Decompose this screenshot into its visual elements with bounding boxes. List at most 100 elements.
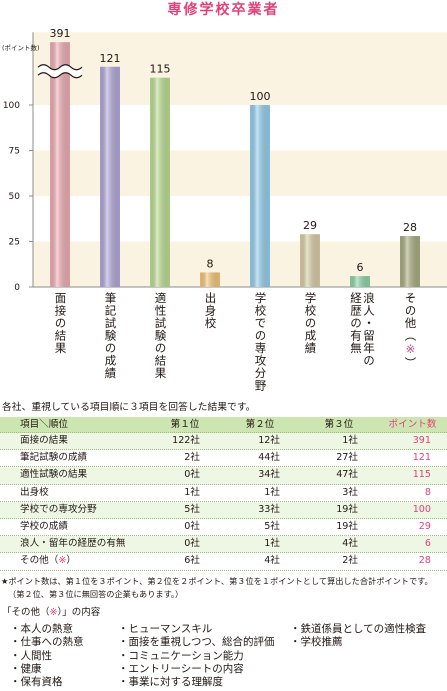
row-first: 1社 xyxy=(184,486,200,498)
reference-mark: ※ xyxy=(403,342,418,357)
row-third: 27社 xyxy=(336,452,358,464)
value-label: 29 xyxy=(303,219,317,232)
list-item: ・人間性 xyxy=(10,649,52,662)
row-item: 学校の成績 xyxy=(20,520,68,532)
category-label: 学校での専攻分野 xyxy=(253,292,268,392)
row-second: 1社 xyxy=(264,486,280,498)
row-item: 適性試験の結果 xyxy=(20,469,88,481)
row-first: 122社 xyxy=(172,435,200,446)
list-item: ・面接を重視しつつ、総合的評価 xyxy=(118,636,275,649)
row-second: 34社 xyxy=(258,469,280,481)
value-label: 8 xyxy=(207,257,214,270)
other-list-column: ・本人の熱意 ・仕事への熱意 ・人間性 ・健康 ・保有資格 xyxy=(10,623,84,689)
bar-shading xyxy=(50,42,70,288)
row-item: 面接の結果 xyxy=(20,435,68,446)
row-points: 115 xyxy=(412,469,431,481)
table-header-row: 項目＼順位 第１位 第２位 第３位 ポイント数 xyxy=(0,417,447,433)
row-item: 浪人・留年の経歴の有無 xyxy=(20,538,126,550)
table-row: 出身校 1社 1社 3社 8 xyxy=(0,485,447,502)
footnote-points: ★ポイント数は、第１位を３ポイント、第２位を２ポイント、第３位を１ポイントとして… xyxy=(1,576,433,586)
row-points: 8 xyxy=(424,486,431,498)
row-second: 5社 xyxy=(264,520,280,532)
value-label: 28 xyxy=(403,221,417,234)
table-row: 学校での専攻分野 5社 33社 19社 100 xyxy=(0,501,447,519)
list-item: ・コミュニケーション能力 xyxy=(118,649,244,662)
row-second: 12社 xyxy=(258,435,280,446)
y-tick-label: 100 xyxy=(3,101,20,111)
list-item: ・本人の熱意 xyxy=(10,623,73,635)
table-row: 浪人・留年の経歴の有無 0社 1社 4社 6 xyxy=(0,536,447,554)
row-points: 391 xyxy=(412,435,431,446)
footnote-no-answer: （第２位、第３位に無回答の企業もあります。） xyxy=(8,589,184,599)
row-points: 28 xyxy=(418,555,431,567)
header-third: 第３位 xyxy=(324,419,354,430)
list-item: ・ヒューマンスキル xyxy=(118,623,213,635)
row-third: 19社 xyxy=(336,520,358,532)
bar-shading xyxy=(350,276,370,287)
row-points: 121 xyxy=(412,452,431,464)
category-labels: 面接の結果 筆記試験の成績 適性試験の結果 出身校 学校での専攻分野 学校の成績 浪人・留年… xyxy=(53,292,418,392)
row-second: 1社 xyxy=(264,538,280,550)
list-item: ・保有資格 xyxy=(10,676,63,689)
bar-shading xyxy=(400,236,420,287)
category-label: 面接の結果 xyxy=(53,292,68,355)
row-item: 学校での専攻分野 xyxy=(20,503,97,515)
row-third: 3社 xyxy=(342,486,358,498)
header-points: ポイント数 xyxy=(388,419,437,430)
table-row: その他（※） 6社 4社 2社 28 xyxy=(0,553,447,571)
bars xyxy=(37,42,420,288)
category-label: 出身校 xyxy=(203,292,218,330)
row-first: 0社 xyxy=(184,520,200,532)
value-label: 115 xyxy=(150,63,171,76)
other-contents-heading: 「その他（※）」の内容 xyxy=(2,607,101,618)
row-third: 1社 xyxy=(342,435,358,446)
list-item: ・鉄道係員としての適性検査 xyxy=(290,623,427,635)
value-label: 6 xyxy=(357,261,364,274)
break-line xyxy=(37,64,83,71)
list-item: ・事業に対する理解度 xyxy=(118,676,223,689)
header-first: 第１位 xyxy=(170,419,200,430)
category-label: 適性試験の結果 xyxy=(153,292,168,380)
row-third: 2社 xyxy=(342,555,358,567)
row-item: 出身校 xyxy=(20,486,49,498)
row-third: 4社 xyxy=(342,538,358,550)
survey-note: 各社、重視している項目順に３項目を回答した結果です。 xyxy=(2,402,256,413)
break-line xyxy=(37,72,83,79)
row-points: 29 xyxy=(418,520,431,532)
row-item: その他（※） xyxy=(20,555,77,567)
value-labels: 391 121 115 8 100 29 6 28 xyxy=(50,27,418,274)
row-first: 0社 xyxy=(184,538,200,550)
row-points: 6 xyxy=(424,538,431,550)
list-item: ・仕事への熱意 xyxy=(10,636,84,649)
row-second: 44社 xyxy=(258,452,280,464)
value-label: 100 xyxy=(250,90,271,103)
reference-mark: ※ xyxy=(58,555,67,567)
row-second: 33社 xyxy=(258,503,280,515)
table-row: 学校の成績 0社 5社 19社 29 xyxy=(0,519,447,537)
ranking-table: 項目＼順位 第１位 第２位 第３位 ポイント数 面接の結果 122社 12社 1… xyxy=(0,417,447,571)
row-item: 筆記試験の成績 xyxy=(20,452,88,464)
bar-shading xyxy=(300,234,320,287)
row-second: 4社 xyxy=(264,555,280,567)
y-tick-label: 25 xyxy=(9,238,20,248)
bar-chart: 0 25 50 75 100 391 121 115 8 100 29 6 28 (ポイント数) xyxy=(2,27,447,293)
bar-shading xyxy=(150,77,170,287)
axis-break-mark xyxy=(37,64,83,79)
y-tick-label: 0 xyxy=(14,283,20,293)
row-first: 6社 xyxy=(184,555,200,567)
bar-shading xyxy=(200,272,220,287)
list-item: ・学校推薦 xyxy=(290,636,343,649)
header-second: 第２位 xyxy=(245,419,275,430)
list-item: ・健康 xyxy=(10,662,42,675)
list-item: ・エントリーシートの内容 xyxy=(118,662,244,675)
category-label: その他（※） xyxy=(403,292,418,370)
header-item: 項目＼順位 xyxy=(20,419,68,430)
value-label: 391 xyxy=(50,27,71,40)
table-row: 面接の結果 122社 12社 1社 391 xyxy=(0,433,447,451)
row-first: 5社 xyxy=(184,503,200,515)
reference-mark: ※ xyxy=(49,607,58,618)
table-row: 適性試験の結果 0社 34社 47社 115 xyxy=(0,467,447,485)
y-axis-label: (ポイント数) xyxy=(2,43,40,52)
chart-title: 専修学校卒業者 xyxy=(167,2,280,18)
